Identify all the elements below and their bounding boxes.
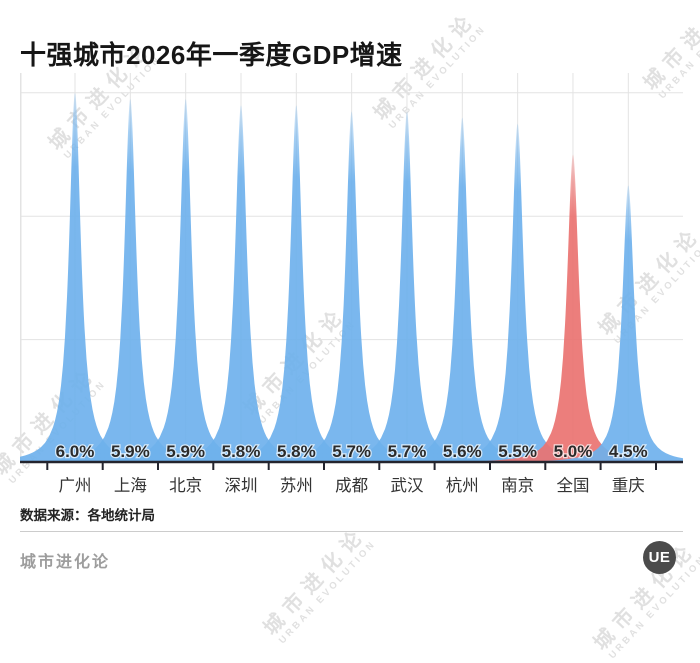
peak-curve-5: [265, 111, 438, 463]
category-label: 重庆: [612, 476, 645, 495]
watermark-cn: 城市进化论: [259, 522, 372, 640]
peak-curve-1: [44, 98, 217, 464]
value-label: 4.5%: [609, 442, 648, 461]
category-label: 北京: [169, 476, 202, 495]
value-label: 5.8%: [277, 442, 316, 461]
value-label: 5.0%: [554, 442, 593, 461]
category-label: 上海: [114, 476, 147, 495]
peak-curves: [0, 92, 700, 464]
watermark-en: URBAN EVOLUTION: [276, 538, 379, 647]
brand-logo: UE: [643, 541, 676, 574]
value-label: 5.8%: [222, 442, 261, 461]
peak-curve-0: [0, 92, 161, 463]
value-label: 5.6%: [443, 442, 482, 461]
peak-curve-10: [542, 185, 700, 463]
category-label: 杭州: [446, 476, 479, 495]
value-label: 5.7%: [332, 442, 371, 461]
peak-curve-6: [321, 111, 493, 463]
value-label: 5.5%: [498, 442, 537, 461]
peak-curve-3: [155, 105, 327, 463]
peak-curve-8: [431, 123, 604, 463]
peak-curve-2: [99, 98, 272, 464]
peak-curve-highlight-9: [487, 154, 659, 463]
category-label: 深圳: [224, 476, 257, 495]
gdp-growth-chart: 6.0% 5.9% 5.9% 5.8% 5.8% 5.7% 5.7% 5.6% 5.5% 5.0%…: [0, 71, 700, 498]
category-label: 武汉: [390, 476, 424, 495]
chart-title: 十强城市2026年一季度GDP增速: [20, 40, 403, 71]
value-label: 5.7%: [388, 442, 427, 461]
peak-curve-4: [210, 105, 383, 463]
category-label: 广州: [59, 476, 92, 495]
category-label: 全国: [556, 476, 589, 495]
value-label: 6.0%: [56, 442, 95, 461]
footer-divider: [20, 531, 683, 532]
peak-curve-7: [376, 117, 549, 464]
category-label: 成都: [335, 476, 368, 495]
value-label: 5.9%: [111, 442, 150, 461]
brand-logo-text: UE: [648, 549, 671, 566]
category-label: 南京: [501, 476, 534, 495]
value-label: 5.9%: [166, 442, 205, 461]
data-source-note: 数据来源：各地统计局: [20, 508, 155, 523]
chart-canvas: 6.0% 5.9% 5.9% 5.8% 5.8% 5.7% 5.7% 5.6% 5.5% 5.0%…: [0, 71, 700, 495]
footer-brand-text: 城市进化论: [20, 554, 111, 571]
category-label: 苏州: [280, 476, 313, 495]
